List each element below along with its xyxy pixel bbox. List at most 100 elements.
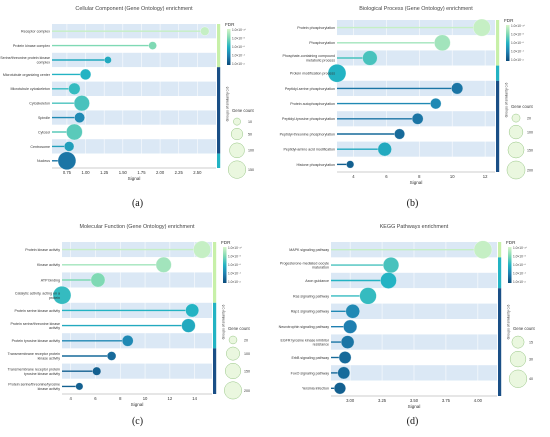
bubble-point <box>451 82 464 95</box>
chart-panel-4: KEGG Pathways enrichment MAPK signaling p… <box>279 224 536 409</box>
x-tick-label: 1.50 <box>119 170 128 175</box>
bubble-point <box>377 142 392 157</box>
gene-count-legend-circle <box>508 124 524 140</box>
fdr-tick-label: 1.0×10⁻⁶ <box>228 263 242 267</box>
x-tick-label: 4 <box>352 174 355 179</box>
row-band <box>62 348 212 364</box>
fdr-colorbar <box>227 29 231 65</box>
similarity-group-bar <box>213 348 217 394</box>
term-label: Receptor complex <box>21 30 50 34</box>
gene-count-legend-label: 20 <box>244 338 248 342</box>
similarity-group-bar <box>213 302 217 349</box>
gene-count-legend-circle <box>228 335 238 345</box>
gene-count-legend-circle <box>509 351 527 368</box>
x-tick-label: 6 <box>94 396 97 401</box>
chart-title: Biological Process (Gene Ontology) enric… <box>359 6 473 12</box>
bubble-point <box>193 240 211 259</box>
term-label: kinase activity <box>38 387 61 391</box>
term-label: Protein serine/threonine/tyrosine <box>8 383 60 387</box>
chart-panel-1: Cellular Component (Gene Ontology) enric… <box>0 6 254 181</box>
term-label: Transmembrane receptor protein <box>8 367 60 371</box>
term-label: Catalytic activity, acting on a <box>15 291 60 295</box>
gene-count-legend-circle <box>233 117 241 126</box>
x-tick-label: 8 <box>119 396 122 401</box>
row-band <box>52 153 216 168</box>
row-band <box>52 139 216 154</box>
term-label: metabolic process <box>306 59 335 63</box>
term-label: Cytoskeleton <box>29 102 50 106</box>
similarity-group-bar <box>213 242 217 303</box>
bubble-point <box>185 303 199 318</box>
similarity-group-bar <box>496 65 500 81</box>
fdr-legend-title: FDR <box>504 18 514 23</box>
term-label: Centrosome <box>30 145 50 149</box>
bubble-point <box>380 272 397 289</box>
fdr-tick-label: 1.0×10⁻⁴ <box>228 272 242 276</box>
row-band <box>52 96 216 111</box>
term-label: Phosphate-containing compound <box>282 54 335 58</box>
gene-count-legend-circle <box>507 141 525 159</box>
gene-count-legend-circle <box>226 346 240 361</box>
bubble-point <box>79 68 92 80</box>
row-band <box>337 126 495 142</box>
gene-count-legend-circle <box>225 363 241 379</box>
bubble-point <box>74 112 85 123</box>
term-label: Peptidyl-amino acid modification <box>283 148 335 152</box>
gene-count-legend-title: Gene count <box>232 108 254 113</box>
term-label: ATP binding <box>41 278 60 282</box>
term-label: Phosphorylation <box>309 41 335 45</box>
gene-count-legend-label: 150 <box>248 168 254 172</box>
fdr-tick-label: 1.0×10⁻² <box>228 280 241 284</box>
row-band <box>52 110 216 125</box>
gene-count-legend-label: 150 <box>527 148 533 152</box>
gene-count-legend-label: 100 <box>527 130 533 134</box>
gene-count-legend-circle <box>508 369 528 388</box>
bubble-point <box>106 351 117 361</box>
fdr-tick-label: 1.0×10⁻⁶ <box>232 45 246 49</box>
bubble-point <box>333 382 346 395</box>
chart-title: Cellular Component (Gene Ontology) enric… <box>75 6 193 12</box>
fdr-tick-label: 1.0×10⁻² <box>232 62 245 66</box>
bubble-point <box>346 160 355 169</box>
bubble-point <box>90 272 106 288</box>
bubble-point <box>337 366 351 380</box>
term-label: MAPK signaling pathway <box>289 248 329 252</box>
bubble-point <box>92 366 102 376</box>
fdr-tick-label: 1.0×10⁻¹⁰ <box>513 246 528 250</box>
chart-panel-3: Molecular Function (Gene Ontology) enric… <box>8 224 251 407</box>
term-label: Protein serine kinase activity <box>14 309 60 313</box>
bubble-point <box>66 123 83 141</box>
term-label: Protein kinase complex <box>13 44 50 48</box>
term-label: Nucleus <box>37 159 50 163</box>
x-tick-label: 4.00 <box>474 398 483 403</box>
term-label: Transmembrane receptor protein <box>8 352 60 356</box>
x-tick-label: 1.75 <box>137 170 146 175</box>
fdr-tick-label: 1.0×10⁻⁸ <box>511 33 525 37</box>
x-tick-label: 4 <box>70 396 73 401</box>
bubble-point <box>52 286 72 305</box>
bubble-point <box>343 319 358 334</box>
x-axis-label: Signal <box>408 404 421 409</box>
bubble-point <box>382 257 400 274</box>
term-label: Neurotrophin signaling pathway <box>279 325 330 329</box>
term-label: Peptidyl-serine phosphorylation <box>285 87 335 91</box>
row-band <box>62 378 212 394</box>
similarity-group-bar <box>498 288 502 396</box>
x-axis-label: Signal <box>128 176 141 181</box>
caption-c: (c) <box>131 416 144 427</box>
bubble-point <box>73 95 90 112</box>
term-label: Protein tyrosine kinase activity <box>12 339 61 343</box>
row-band <box>337 141 495 157</box>
gene-count-legend-circle <box>511 335 525 349</box>
term-label: Axon guidance <box>305 279 329 283</box>
bubble-point <box>327 64 347 83</box>
row-band <box>337 50 495 66</box>
fdr-colorbar <box>223 247 227 283</box>
term-label: Rap1 signaling pathway <box>291 310 329 314</box>
gene-count-legend-label: 10 <box>248 120 252 124</box>
bubble-point <box>68 82 81 95</box>
row-band <box>52 52 216 68</box>
bubble-point <box>181 318 196 333</box>
gene-count-legend-label: 100 <box>244 352 250 356</box>
